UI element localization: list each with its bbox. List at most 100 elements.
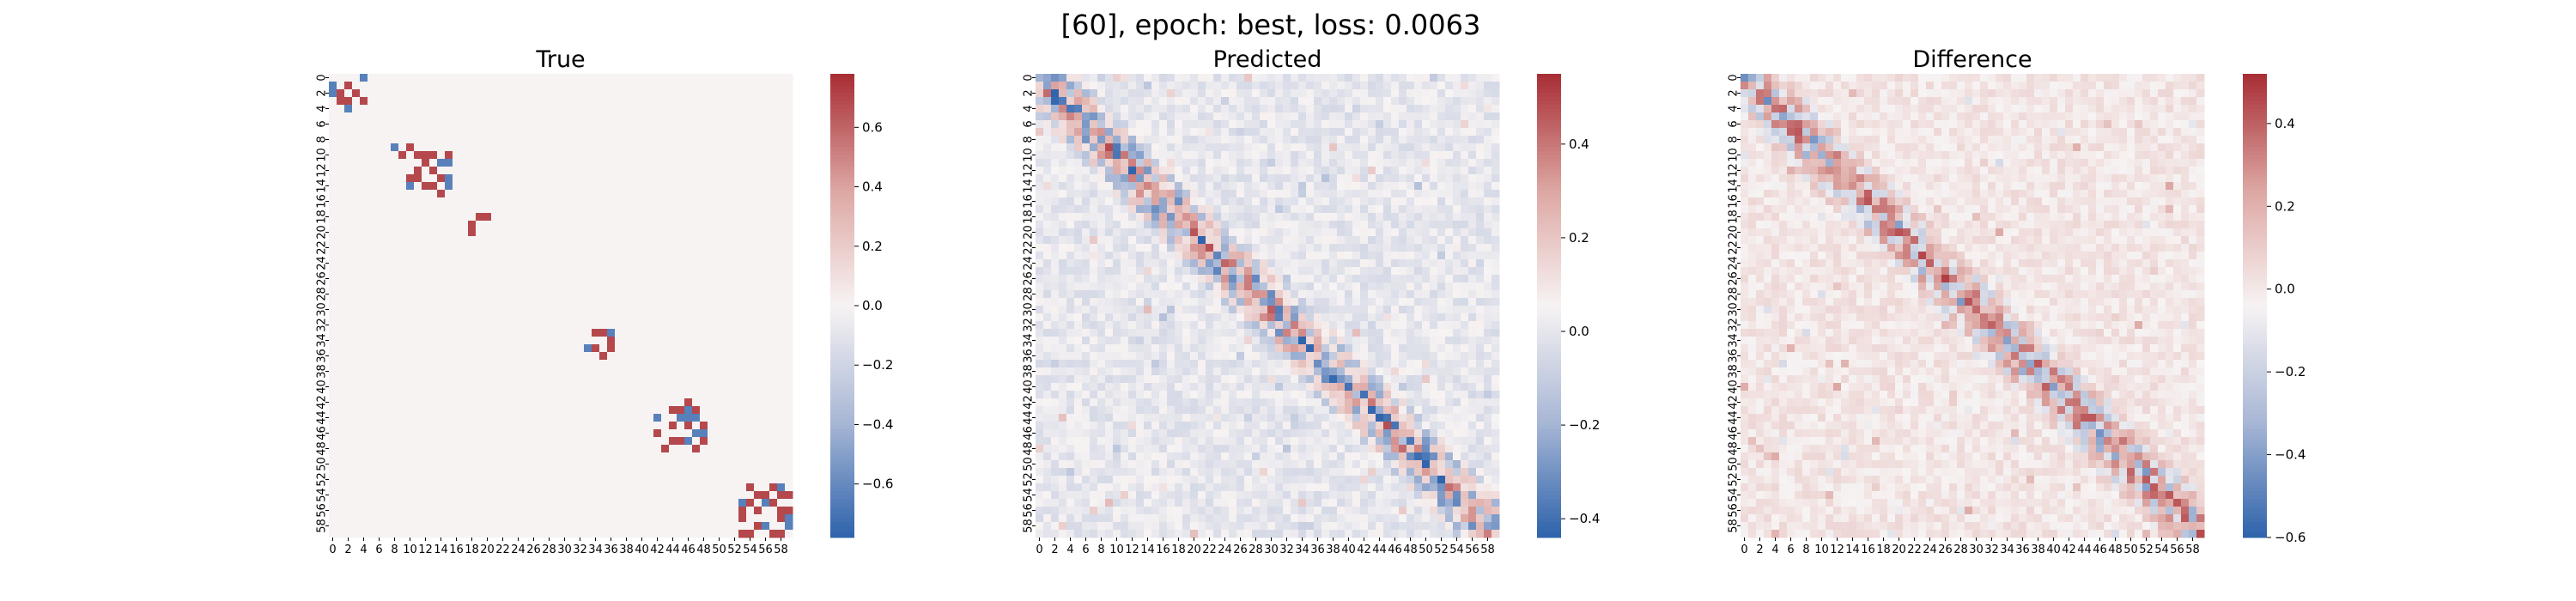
- heatmap-cell: [1236, 128, 1245, 137]
- heatmap-cell: [1267, 136, 1276, 144]
- heatmap-cell: [1430, 112, 1438, 121]
- heatmap-cell: [623, 259, 631, 268]
- heatmap-cell: [437, 306, 446, 314]
- colorbar-segment: [830, 252, 854, 257]
- heatmap-cell: [1051, 182, 1060, 191]
- heatmap-cell: [507, 275, 515, 283]
- heatmap-cell: [422, 360, 430, 368]
- heatmap-cell: [1283, 143, 1291, 152]
- heatmap-cell: [1121, 151, 1129, 160]
- heatmap-cell: [453, 383, 461, 392]
- heatmap-cell: [1206, 167, 1214, 175]
- heatmap-cell: [391, 112, 399, 121]
- heatmap-cell: [1229, 182, 1237, 191]
- heatmap-cell: [383, 97, 392, 106]
- heatmap-cell: [584, 205, 592, 214]
- heatmap-cell: [769, 290, 778, 299]
- heatmap-cell: [383, 205, 392, 214]
- heatmap-cell: [522, 267, 531, 276]
- heatmap-cell: [375, 522, 384, 531]
- heatmap-cell: [754, 452, 762, 461]
- heatmap-cell: [445, 267, 453, 276]
- heatmap-cell: [731, 151, 739, 160]
- heatmap-cell: [623, 244, 631, 252]
- heatmap-cell: [414, 383, 422, 392]
- heatmap-cell: [1036, 205, 1044, 214]
- heatmap-cell: [360, 437, 368, 446]
- heatmap-cell: [491, 483, 500, 492]
- heatmap-cell: [329, 406, 337, 415]
- heatmap-cell: [576, 174, 585, 183]
- heatmap-cell: [692, 344, 701, 353]
- heatmap-cell: [344, 174, 353, 183]
- heatmap-cell: [375, 221, 384, 229]
- heatmap-cell: [769, 190, 778, 198]
- x-tick-label: 16: [449, 543, 464, 556]
- heatmap-cell: [607, 221, 616, 229]
- heatmap-cell: [352, 398, 361, 407]
- heatmap-cell: [1337, 97, 1346, 106]
- heatmap-cell: [623, 167, 631, 175]
- heatmap-cell: [1105, 143, 1114, 152]
- heatmap-cell: [507, 213, 515, 222]
- colorbar-segment: [830, 167, 854, 172]
- heatmap-cell: [653, 290, 662, 299]
- heatmap-cell: [468, 174, 477, 183]
- heatmap-cell: [623, 213, 631, 222]
- heatmap-cell: [491, 514, 500, 523]
- heatmap-cell: [777, 128, 786, 137]
- heatmap-cell: [738, 476, 747, 484]
- heatmap-cell: [700, 252, 708, 260]
- heatmap-cell: [491, 437, 500, 446]
- heatmap-cell: [1437, 151, 1446, 160]
- heatmap-cell: [769, 136, 778, 144]
- y-tick-label: 56: [316, 503, 329, 518]
- heatmap-cell: [638, 452, 647, 461]
- heatmap-cell: [1314, 74, 1322, 82]
- heatmap-cell: [684, 105, 693, 113]
- heatmap-cell: [1121, 112, 1129, 121]
- heatmap-cell: [731, 97, 739, 106]
- x-tick-label: 18: [465, 543, 479, 556]
- heatmap-cell: [375, 252, 384, 260]
- heatmap-cell: [422, 282, 430, 291]
- heatmap-cell: [1182, 136, 1191, 144]
- heatmap-cell: [360, 290, 368, 299]
- heatmap-cell: [1082, 213, 1091, 222]
- heatmap-cell: [700, 360, 708, 368]
- heatmap-cell: [568, 182, 577, 191]
- heatmap-cell: [468, 321, 477, 330]
- heatmap-cell: [352, 174, 361, 183]
- heatmap-cell: [522, 522, 531, 531]
- heatmap-cell: [1167, 89, 1176, 98]
- heatmap-cell: [538, 182, 546, 191]
- heatmap-cell: [607, 483, 616, 492]
- heatmap-cell: [754, 267, 762, 276]
- heatmap-cell: [715, 483, 724, 492]
- heatmap-cell: [1213, 174, 1222, 183]
- heatmap-cell: [561, 151, 569, 160]
- heatmap-cell: [1260, 82, 1268, 90]
- heatmap-cell: [1198, 136, 1206, 144]
- heatmap-cell: [460, 483, 469, 492]
- heatmap-cell: [344, 437, 353, 446]
- heatmap-cell: [777, 514, 786, 523]
- colorbar-segment: [830, 120, 854, 125]
- heatmap-cell: [708, 259, 716, 268]
- heatmap-cell: [576, 228, 585, 237]
- heatmap-cell: [499, 174, 507, 183]
- heatmap-cell: [1484, 205, 1492, 214]
- heatmap-cell: [1097, 159, 1106, 167]
- heatmap-cell: [360, 344, 368, 353]
- heatmap-cell: [468, 205, 477, 214]
- heatmap-cell: [545, 398, 554, 407]
- heatmap-cell: [522, 452, 531, 461]
- heatmap-cell: [538, 352, 546, 361]
- heatmap-cell: [329, 213, 337, 222]
- heatmap-cell: [491, 375, 500, 384]
- heatmap-cell: [406, 259, 415, 268]
- heatmap-cell: [391, 89, 399, 98]
- heatmap-cell: [653, 422, 662, 430]
- heatmap-cell: [375, 182, 384, 191]
- heatmap-cell: [1275, 143, 1284, 152]
